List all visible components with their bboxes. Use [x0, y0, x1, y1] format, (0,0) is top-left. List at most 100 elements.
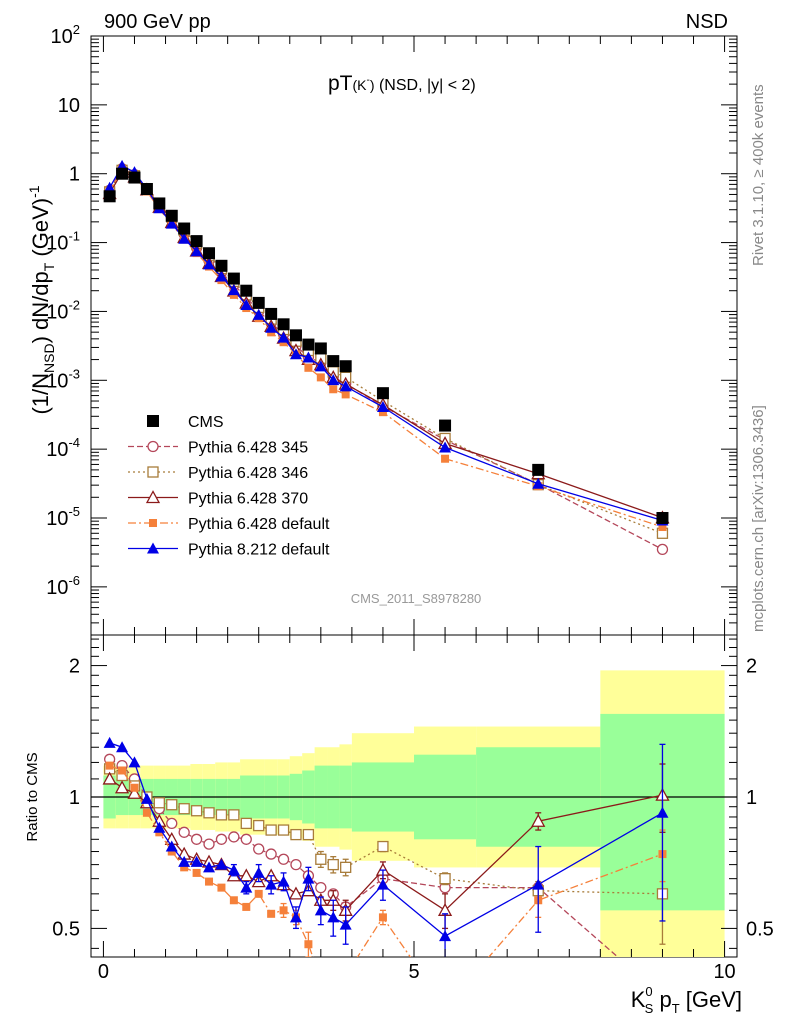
legend-marker [147, 440, 159, 453]
y-axis-title-top: (1/NNSD) dN/dpT (GeV)-1 [26, 185, 57, 414]
x-title-part2: p [653, 987, 671, 1012]
marker-ratio-p8 [128, 756, 141, 768]
legend-label: Pythia 6.428 default [188, 516, 330, 533]
marker-ratio-p346 [315, 853, 327, 865]
marker-ratio-p8 [227, 864, 240, 876]
marker-top-p8 [190, 245, 203, 257]
series-ratio-p8 [103, 736, 669, 957]
tick-label-y-top: 10-6 [46, 573, 80, 599]
marker-cms [327, 355, 340, 368]
marker-top-pdef [316, 373, 325, 382]
marker-top-p8 [314, 360, 327, 372]
legend-item: Pythia 6.428 345 [128, 440, 308, 457]
analysis-id: CMS_2011_S8978280 [351, 591, 482, 606]
marker-ratio-p8 [656, 806, 669, 818]
marker-ratio-p345 [228, 831, 240, 843]
marker-ratio-pdef [254, 889, 263, 898]
marker-ratio-pdef [267, 909, 276, 918]
marker-ratio-p346 [166, 799, 178, 811]
marker-ratio-pdef [242, 902, 251, 911]
marker-top-p8 [240, 299, 253, 311]
marker-top-p8 [178, 232, 191, 244]
marker-cms [277, 318, 290, 331]
marker-ratio-p345 [203, 838, 215, 850]
legend-marker [147, 542, 159, 554]
marker-top-pdef [304, 363, 313, 372]
marker-top-p8 [215, 270, 228, 282]
plot-title-particle: (K [353, 77, 368, 93]
marker-ratio-pdef [142, 808, 151, 817]
marker-ratio-pdef [441, 1003, 449, 1011]
rivet-label: Rivet 3.1.10, ≥ 400k events [750, 84, 767, 266]
marker-top-p8 [302, 351, 315, 363]
series-line-ratio-p8 [109, 742, 663, 937]
marker-ratio-p8 [314, 904, 327, 916]
marker-ratio-p346 [253, 819, 265, 832]
marker-ratio-p8 [215, 858, 228, 870]
marker-ratio-p8 [178, 855, 191, 867]
marker-ratio-p8 [116, 741, 129, 753]
y-axis-title-ratio: Ratio to CMS [24, 752, 41, 841]
tick-label-ratio-left: 1 [69, 787, 80, 809]
marker-cms [339, 360, 352, 373]
tick-label-base: 10 [46, 301, 68, 323]
marker-cms [656, 512, 669, 525]
tick-label-base: 10 [58, 95, 80, 117]
marker-top-p8 [289, 348, 302, 360]
marker-top-p345 [656, 543, 669, 556]
tick-label-ratio-left: 0.5 [52, 918, 80, 940]
marker-top-p8 [265, 321, 278, 333]
marker-ratio-pdef [217, 883, 226, 892]
marker-top-p8 [327, 374, 340, 386]
tick-label-x: 5 [408, 961, 419, 983]
tick-label-base: 10 [46, 439, 68, 461]
marker-top-p8 [252, 308, 265, 320]
marker-ratio-p346 [203, 807, 215, 819]
marker-ratio-p345 [277, 853, 290, 865]
legend-label: Pythia 8.212 default [188, 542, 330, 559]
tick-label-base: 10 [46, 233, 68, 255]
marker-top-p8 [532, 477, 545, 489]
legend-label: CMS [188, 414, 224, 431]
marker-ratio-p346 [240, 817, 252, 830]
tick-label-exp: 2 [73, 22, 80, 37]
marker-ratio-p346 [377, 840, 389, 853]
marker-top-p8 [339, 380, 352, 392]
mcplots-label: mcplots.cern.ch [arXiv:1306.3436] [750, 405, 767, 632]
marker-cms [302, 338, 315, 351]
marker-ratio-p346 [302, 828, 315, 841]
series-cms [103, 167, 669, 525]
marker-top-p8 [277, 331, 290, 343]
marker-ratio-p370 [127, 785, 142, 799]
marker-cms [376, 387, 389, 400]
marker-ratio-p8 [376, 878, 389, 890]
tick-label-exp: -3 [68, 366, 80, 381]
marker-top-pdef [341, 390, 350, 399]
marker-ratio-p8 [339, 918, 352, 930]
marker-cms [128, 171, 141, 184]
legend-label: Pythia 6.428 346 [188, 465, 308, 482]
marker-top-pdef [441, 454, 450, 463]
marker-ratio-p346 [178, 803, 190, 815]
marker-ratio-p8 [153, 821, 166, 833]
marker-ratio-pdef [304, 940, 313, 949]
marker-ratio-pdef [229, 896, 238, 905]
tick-label-exp: -5 [68, 504, 80, 519]
x-title-part3: [GeV] [680, 987, 742, 1012]
marker-ratio-pdef [205, 877, 214, 886]
y-title-part3: (GeV) [28, 198, 53, 263]
marker-top-pdef [329, 385, 338, 394]
marker-ratio-p345 [240, 833, 252, 845]
marker-ratio-pdef [130, 783, 139, 792]
legend-item: Pythia 6.428 370 [128, 490, 308, 508]
y-title-part1: (1/N [28, 373, 53, 415]
marker-ratio-pdef [378, 913, 387, 922]
marker-ratio-p346 [290, 828, 302, 841]
series-line-ratio-p346 [109, 768, 663, 895]
marker-ratio-p345 [215, 833, 228, 845]
marker-cms [116, 167, 129, 180]
marker-ratio-p8 [252, 866, 265, 878]
marker-cms [190, 235, 203, 248]
marker-cms [439, 419, 452, 432]
